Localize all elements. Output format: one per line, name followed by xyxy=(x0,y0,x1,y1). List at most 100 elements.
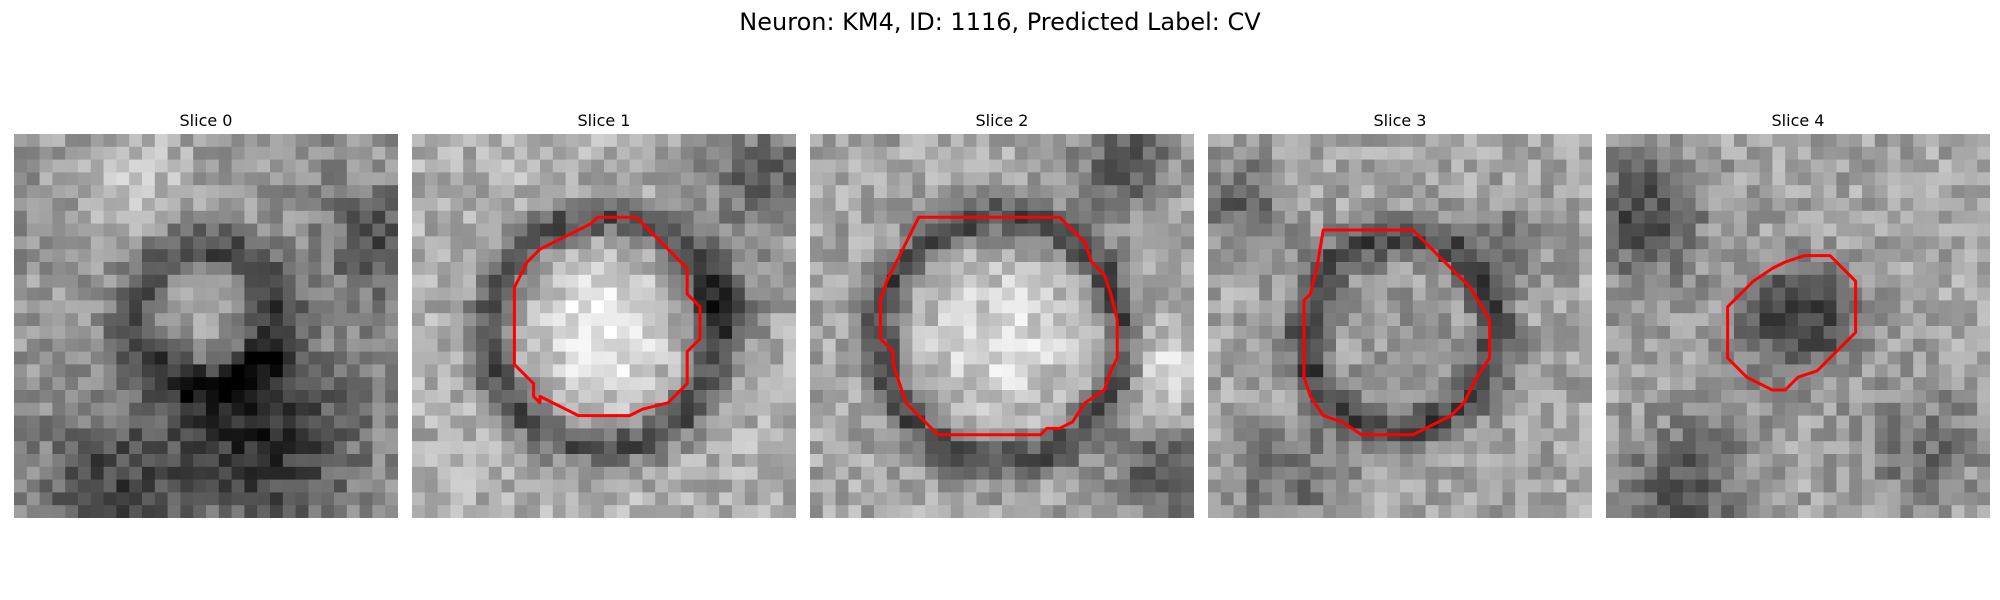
image-pixel xyxy=(1618,223,1632,237)
image-pixel xyxy=(861,338,875,352)
image-pixel xyxy=(1874,210,1888,224)
image-pixel xyxy=(1142,402,1156,416)
image-pixel xyxy=(424,466,438,480)
image-pixel xyxy=(629,249,643,263)
image-pixel xyxy=(1027,415,1041,429)
image-pixel xyxy=(1657,364,1671,378)
image-pixel xyxy=(1181,287,1194,301)
image-pixel xyxy=(835,134,849,148)
image-pixel xyxy=(1040,377,1054,391)
image-pixel xyxy=(1540,159,1554,173)
image-pixel xyxy=(1579,505,1592,518)
image-pixel xyxy=(1142,351,1156,365)
image-pixel xyxy=(1528,454,1542,468)
image-pixel xyxy=(231,466,245,480)
image-pixel xyxy=(1233,262,1247,276)
image-pixel xyxy=(1798,300,1812,314)
image-pixel xyxy=(218,402,232,416)
image-pixel xyxy=(218,300,232,314)
image-pixel xyxy=(270,351,284,365)
image-pixel xyxy=(874,159,888,173)
image-pixel xyxy=(770,287,784,301)
image-pixel xyxy=(1297,134,1311,148)
image-pixel xyxy=(642,364,656,378)
image-pixel xyxy=(668,274,682,288)
image-pixel xyxy=(1425,274,1439,288)
image-pixel xyxy=(1130,198,1144,212)
image-pixel xyxy=(78,159,92,173)
image-pixel xyxy=(346,479,360,493)
image-pixel xyxy=(732,198,746,212)
image-pixel xyxy=(244,146,258,160)
image-pixel xyxy=(476,326,490,340)
image-pixel xyxy=(359,172,373,186)
image-pixel xyxy=(231,338,245,352)
image-pixel xyxy=(757,159,771,173)
image-pixel xyxy=(783,249,796,263)
image-pixel xyxy=(1964,338,1978,352)
image-pixel xyxy=(1874,172,1888,186)
image-pixel xyxy=(1476,159,1490,173)
image-pixel xyxy=(218,236,232,250)
image-pixel xyxy=(1451,134,1465,148)
image-pixel xyxy=(308,466,322,480)
image-pixel xyxy=(1476,326,1490,340)
image-pixel xyxy=(1027,185,1041,199)
image-pixel xyxy=(372,134,386,148)
image-pixel xyxy=(1387,262,1401,276)
image-pixel xyxy=(488,134,502,148)
image-pixel xyxy=(1631,236,1645,250)
image-pixel xyxy=(142,198,156,212)
image-pixel xyxy=(1553,454,1567,468)
image-pixel xyxy=(1361,415,1375,429)
image-pixel xyxy=(1476,492,1490,506)
image-pixel xyxy=(372,274,386,288)
image-pixel xyxy=(1874,390,1888,404)
image-pixel xyxy=(835,428,849,442)
image-pixel xyxy=(744,364,758,378)
image-pixel xyxy=(1078,479,1092,493)
image-pixel xyxy=(1810,185,1824,199)
image-pixel xyxy=(1168,402,1182,416)
image-pixel xyxy=(385,338,398,352)
image-pixel xyxy=(886,505,900,518)
image-pixel xyxy=(321,479,335,493)
image-pixel xyxy=(912,505,926,518)
image-pixel xyxy=(257,454,271,468)
image-pixel xyxy=(1566,236,1580,250)
image-pixel xyxy=(848,300,862,314)
image-pixel xyxy=(359,313,373,327)
image-pixel xyxy=(1489,479,1503,493)
image-pixel xyxy=(1913,172,1927,186)
image-pixel xyxy=(270,377,284,391)
image-pixel xyxy=(1259,210,1273,224)
image-pixel xyxy=(950,479,964,493)
image-pixel xyxy=(1014,134,1028,148)
image-pixel xyxy=(744,390,758,404)
image-pixel xyxy=(1695,479,1709,493)
image-pixel xyxy=(450,223,464,237)
image-pixel xyxy=(295,351,309,365)
image-pixel xyxy=(604,134,618,148)
image-pixel xyxy=(1361,441,1375,455)
image-pixel xyxy=(1348,338,1362,352)
image-pixel xyxy=(476,479,490,493)
image-pixel xyxy=(1695,492,1709,506)
image-pixel xyxy=(1053,146,1067,160)
image-pixel xyxy=(103,402,117,416)
image-pixel xyxy=(1708,172,1722,186)
image-pixel xyxy=(1528,287,1542,301)
image-pixel xyxy=(52,172,66,186)
image-pixel xyxy=(1964,428,1978,442)
image-pixel xyxy=(450,262,464,276)
image-pixel xyxy=(848,441,862,455)
image-pixel xyxy=(1951,313,1965,327)
image-pixel xyxy=(1759,351,1773,365)
image-pixel xyxy=(1091,428,1105,442)
image-pixel xyxy=(1913,351,1927,365)
image-pixel xyxy=(1117,441,1131,455)
image-pixel xyxy=(1310,134,1324,148)
image-pixel xyxy=(1785,505,1799,518)
image-pixel xyxy=(1489,441,1503,455)
image-pixel xyxy=(1181,454,1194,468)
